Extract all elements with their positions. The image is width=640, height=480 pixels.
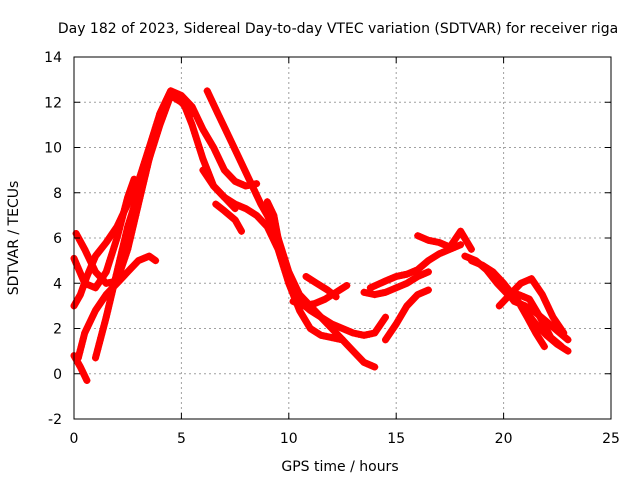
series-trace-12 bbox=[302, 273, 340, 301]
series-trace-16 bbox=[414, 227, 475, 253]
x-axis-label: GPS time / hours bbox=[281, 459, 398, 475]
series-markers bbox=[382, 286, 432, 344]
series-band bbox=[72, 87, 261, 287]
y-tick-label: 0 bbox=[53, 367, 62, 383]
x-tick-label: 0 bbox=[70, 431, 79, 447]
y-tick-label: 6 bbox=[53, 231, 62, 247]
series-band bbox=[203, 87, 379, 371]
axis-ticks: 0 5 10 15 20 25 -2 0 2 4 6 8 10 12 14 bbox=[44, 50, 620, 447]
y-tick-label: 2 bbox=[53, 322, 62, 338]
series-band bbox=[199, 166, 389, 339]
y-tick-label: -2 bbox=[48, 412, 62, 428]
series-markers bbox=[360, 268, 432, 299]
y-axis-label: SDTVAR / TECUs bbox=[6, 181, 22, 296]
series-band bbox=[263, 198, 346, 344]
series-trace-20 bbox=[495, 275, 568, 337]
series-markers bbox=[302, 273, 340, 301]
series-markers bbox=[212, 200, 245, 235]
x-tick-label: 5 bbox=[177, 431, 186, 447]
chart-title: Day 182 of 2023, Sidereal Day-to-day VTE… bbox=[58, 21, 618, 37]
series-markers bbox=[92, 92, 196, 362]
series-trace-13 bbox=[360, 268, 432, 299]
series-trace-9 bbox=[212, 200, 245, 235]
series-trace-6 bbox=[92, 92, 196, 362]
series-trace-14 bbox=[366, 241, 465, 292]
x-tick-label: 10 bbox=[280, 431, 298, 447]
series-trace-19 bbox=[478, 261, 572, 344]
series-trace-11 bbox=[289, 282, 351, 310]
series-markers bbox=[414, 227, 475, 253]
series-band bbox=[92, 92, 196, 362]
x-tick-label: 25 bbox=[602, 431, 620, 447]
x-tick-label: 15 bbox=[387, 431, 405, 447]
series-markers bbox=[478, 261, 572, 344]
x-tick-label: 20 bbox=[495, 431, 513, 447]
grid bbox=[74, 57, 611, 419]
series-trace-21 bbox=[517, 302, 548, 351]
series-markers bbox=[495, 275, 568, 337]
series-trace-10 bbox=[263, 198, 346, 344]
series-markers bbox=[263, 198, 346, 344]
data-traces bbox=[70, 87, 572, 384]
series-markers bbox=[517, 302, 548, 351]
series-trace-15 bbox=[382, 286, 432, 344]
y-tick-label: 10 bbox=[44, 141, 62, 157]
y-tick-label: 12 bbox=[44, 95, 62, 111]
y-tick-label: 8 bbox=[53, 186, 62, 202]
y-tick-label: 4 bbox=[53, 276, 62, 292]
y-tick-label: 14 bbox=[44, 50, 62, 66]
